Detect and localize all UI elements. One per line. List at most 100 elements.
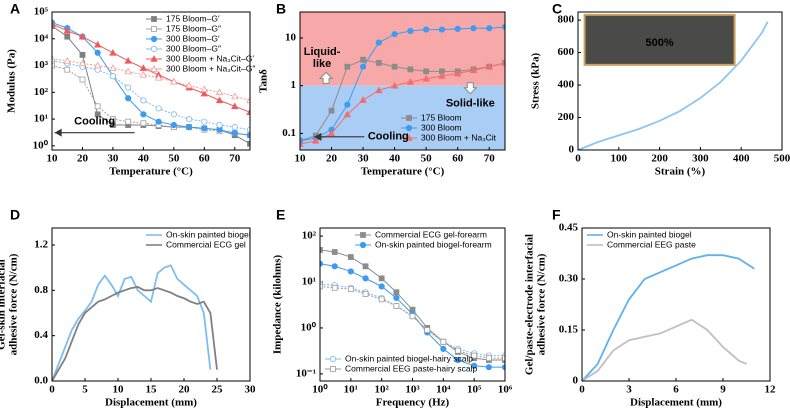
data-point xyxy=(360,56,366,63)
series-line xyxy=(320,249,505,361)
panel-label: B xyxy=(276,1,286,17)
legend-marker xyxy=(330,366,336,372)
data-point xyxy=(344,101,351,108)
data-point xyxy=(78,59,87,67)
y-tick-label: 1.2 xyxy=(34,239,48,251)
plot-area xyxy=(300,23,505,147)
legend-marker xyxy=(150,65,158,72)
data-point xyxy=(52,62,55,69)
x-axis-label: Temperature (°C) xyxy=(109,166,193,178)
data-point xyxy=(200,85,208,93)
data-point xyxy=(378,275,385,282)
data-point xyxy=(246,96,250,104)
y-tick-label: 600 xyxy=(558,46,575,58)
legend-marker xyxy=(150,55,158,62)
plot-area xyxy=(582,254,755,382)
data-point xyxy=(378,296,385,303)
data-point xyxy=(124,57,132,64)
legend-label: 175 Bloom–G′ xyxy=(166,13,220,23)
data-point xyxy=(231,129,238,137)
data-point xyxy=(170,77,178,85)
x-tick-label: 20 xyxy=(326,153,338,165)
y-tick-label: 10¹ xyxy=(34,113,48,125)
data-point xyxy=(375,39,382,46)
x-tick-label: 10⁴ xyxy=(436,384,451,396)
data-point xyxy=(331,263,338,270)
data-point xyxy=(185,81,193,89)
data-point xyxy=(94,49,101,56)
y-axis-label: adhesive force (N/cm) xyxy=(536,253,548,355)
legend-label: On-skin painted biogel xyxy=(166,229,251,239)
legend-marker xyxy=(151,26,157,32)
panel-label: D xyxy=(10,207,20,223)
x-tick-label: 50 xyxy=(168,153,180,165)
annotation: 500% xyxy=(646,37,674,49)
plot-frame xyxy=(51,11,251,151)
data-point xyxy=(320,260,324,267)
series-line xyxy=(578,21,769,151)
data-point xyxy=(391,63,398,70)
data-point xyxy=(393,294,400,302)
x-tick-label: 0 xyxy=(49,384,55,396)
plot-frame xyxy=(577,11,783,151)
x-tick-label: 200 xyxy=(651,153,668,165)
data-point xyxy=(185,115,193,123)
data-point xyxy=(246,126,250,133)
legend-label: Commercial EEG paste-hairy scalp xyxy=(345,363,478,373)
x-axis-label: Displacement (mm) xyxy=(105,397,197,409)
legend-marker xyxy=(405,134,413,141)
data-point xyxy=(155,105,162,112)
legend-label: 300 Bloom–G″ xyxy=(166,43,221,53)
legend-label: 175 Bloom–G″ xyxy=(166,23,221,33)
data-point xyxy=(347,268,354,275)
plot-area xyxy=(52,264,218,382)
panel-label: E xyxy=(276,207,285,223)
y-tick-label: 0.1 xyxy=(282,127,296,139)
x-axis-label: Temperature (°C) xyxy=(361,166,445,178)
x-tick-label: 9 xyxy=(720,384,726,396)
legend-marker xyxy=(360,232,366,238)
x-tick-label: 30 xyxy=(245,384,257,396)
x-tick-label: 30 xyxy=(107,153,119,165)
legend-label: 300 Bloom–G′ xyxy=(166,33,220,43)
series-line xyxy=(52,264,212,382)
data-point xyxy=(170,111,177,118)
data-point xyxy=(393,289,400,296)
data-point xyxy=(393,303,400,309)
data-point xyxy=(343,110,351,118)
data-point xyxy=(391,31,398,38)
data-point xyxy=(407,27,414,35)
y-tick-label: 0.15 xyxy=(559,324,579,336)
legend-label: 300 Bloom + Na₃Cit–G″ xyxy=(166,63,255,73)
x-axis-label: Displacement (mm) xyxy=(630,397,722,409)
x-tick-label: 10⁶ xyxy=(498,384,513,396)
y-tick-label: 800 xyxy=(558,14,575,26)
x-tick-label: 70 xyxy=(484,153,496,165)
inset-photo xyxy=(583,13,736,66)
data-point xyxy=(454,25,461,32)
data-point xyxy=(155,118,162,125)
data-point xyxy=(454,69,462,77)
data-point xyxy=(344,63,351,70)
data-point xyxy=(215,96,224,104)
x-tick-label: 60 xyxy=(199,153,211,165)
data-point xyxy=(110,116,116,122)
data-point xyxy=(327,129,336,137)
legend-marker xyxy=(405,124,413,132)
data-point xyxy=(320,283,323,290)
block-arrow xyxy=(463,82,478,95)
legend-marker xyxy=(406,115,412,121)
y-axis-label: Gel-skin interfacial xyxy=(0,259,8,350)
data-point xyxy=(63,26,71,34)
data-point xyxy=(246,108,250,116)
x-tick-label: 30 xyxy=(358,153,370,165)
data-point xyxy=(378,283,385,290)
data-point xyxy=(201,118,208,125)
y-tick-label: 10¹ xyxy=(302,276,316,288)
data-point xyxy=(124,67,132,75)
data-point xyxy=(406,78,415,85)
series-line xyxy=(320,283,505,357)
data-point xyxy=(79,51,86,58)
data-point xyxy=(424,327,431,333)
